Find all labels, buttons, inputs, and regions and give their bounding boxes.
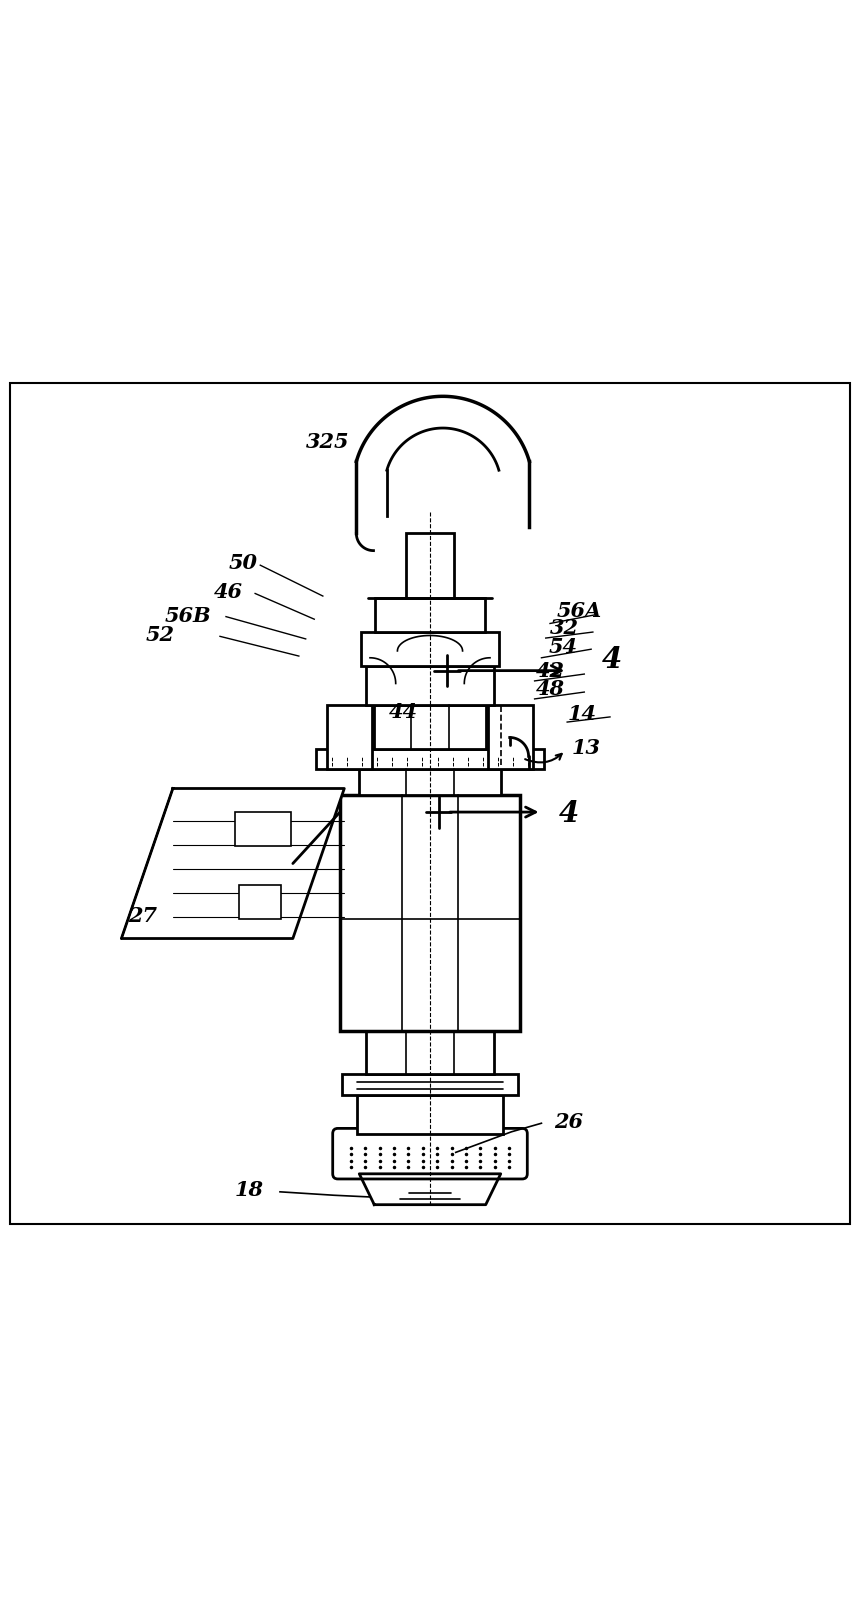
Polygon shape: [359, 1173, 501, 1205]
Text: 32: 32: [550, 617, 579, 638]
Text: 26: 26: [555, 1112, 583, 1131]
Bar: [366, 1030, 494, 1073]
Bar: [239, 885, 281, 919]
Text: 52: 52: [145, 625, 175, 644]
Text: 50: 50: [229, 553, 257, 574]
Polygon shape: [121, 789, 173, 938]
Text: 4: 4: [601, 644, 622, 673]
Text: 44: 44: [389, 702, 418, 722]
FancyBboxPatch shape: [333, 1128, 527, 1180]
Text: 42: 42: [536, 662, 564, 681]
Bar: [366, 667, 494, 705]
Text: 13: 13: [571, 738, 600, 759]
Bar: [340, 795, 520, 1030]
Text: 48: 48: [536, 680, 564, 699]
Bar: [488, 705, 533, 770]
Bar: [235, 812, 291, 847]
Bar: [375, 598, 485, 632]
Text: 46: 46: [214, 582, 243, 601]
Bar: [359, 770, 501, 795]
Bar: [342, 1073, 518, 1094]
Text: 56A: 56A: [557, 601, 602, 620]
Bar: [407, 534, 453, 598]
Bar: [316, 749, 544, 770]
Text: 18: 18: [235, 1180, 263, 1200]
Polygon shape: [121, 789, 344, 938]
Bar: [327, 705, 372, 770]
Text: 14: 14: [567, 704, 596, 725]
Text: 27: 27: [128, 906, 157, 926]
Text: 54: 54: [549, 638, 577, 657]
Text: 4: 4: [559, 799, 579, 828]
Bar: [374, 705, 486, 749]
Text: 56B: 56B: [164, 606, 211, 625]
Bar: [357, 1094, 503, 1133]
Text: 325: 325: [305, 432, 349, 452]
Bar: [361, 632, 499, 667]
